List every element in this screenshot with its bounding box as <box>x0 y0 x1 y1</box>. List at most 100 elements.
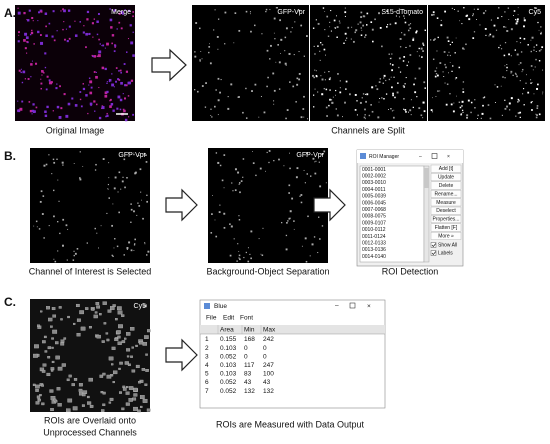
button[interactable] <box>430 173 462 181</box>
speckle <box>76 248 79 250</box>
speckle <box>383 74 386 77</box>
speckle <box>88 84 90 86</box>
roi-outline <box>49 389 54 393</box>
roi-outline <box>41 384 44 387</box>
speckle <box>79 151 81 153</box>
speckle <box>43 164 46 167</box>
roi-outline <box>52 314 57 318</box>
speckle <box>504 99 506 101</box>
table-cell: 83 <box>244 371 252 378</box>
roi-item[interactable]: 0012-0133 <box>362 241 386 247</box>
speckle <box>231 182 233 184</box>
roi-item[interactable]: 0005-0039 <box>362 194 386 200</box>
speckle <box>91 22 94 25</box>
minimize[interactable]: – <box>335 303 339 310</box>
speckle <box>53 258 55 260</box>
roi-item[interactable]: 0011-0124 <box>362 234 386 240</box>
speckle <box>117 191 119 193</box>
roi-item[interactable]: 0007-0068 <box>362 207 386 213</box>
speckle <box>388 78 391 81</box>
speckle <box>17 11 21 15</box>
speckle <box>205 82 207 84</box>
button-label[interactable]: Properties... <box>433 217 460 223</box>
roi-item[interactable]: 0008-0075 <box>362 214 386 220</box>
button[interactable] <box>430 231 462 240</box>
speckle <box>506 66 508 69</box>
roi-item[interactable]: 0004-0011 <box>362 187 386 193</box>
speckle <box>523 19 526 22</box>
button-label[interactable]: Deselect <box>436 208 456 214</box>
speckle <box>462 81 465 83</box>
speckle <box>335 94 336 96</box>
button[interactable] <box>430 223 462 232</box>
checkbox[interactable] <box>430 250 437 256</box>
roi-item[interactable]: 0014-0140 <box>362 254 386 260</box>
button[interactable] <box>430 198 462 207</box>
button[interactable] <box>430 206 462 215</box>
speckle <box>324 29 326 31</box>
speckle <box>319 238 321 240</box>
speckle <box>134 171 137 174</box>
speckle <box>281 221 283 224</box>
speckle <box>142 217 144 220</box>
maximize[interactable] <box>431 153 438 159</box>
micrograph <box>30 299 150 412</box>
check-mark <box>431 243 437 247</box>
button-label[interactable]: Add [t] <box>439 166 454 172</box>
speckle <box>293 54 295 56</box>
minimize[interactable]: – <box>419 153 422 159</box>
speckle <box>266 151 268 154</box>
table-cell: 0 <box>263 345 267 352</box>
speckle <box>450 103 453 106</box>
button-label[interactable]: Flatten [F] <box>435 225 458 231</box>
button[interactable] <box>430 164 462 173</box>
speckle <box>252 162 255 165</box>
button[interactable] <box>430 181 462 190</box>
speckle <box>132 15 134 18</box>
roi-item[interactable]: 0001-0001 <box>362 167 386 173</box>
button-label[interactable]: Delete <box>439 183 454 189</box>
speckle <box>403 86 406 88</box>
button[interactable] <box>430 189 462 198</box>
speckle <box>119 108 122 111</box>
roi-outline <box>141 368 146 371</box>
speckle <box>468 18 471 21</box>
button-label[interactable]: Measure <box>436 200 456 206</box>
speckle <box>361 97 363 99</box>
maximize[interactable] <box>349 302 356 309</box>
close[interactable]: × <box>367 303 371 310</box>
menu-item[interactable]: Font <box>240 315 253 322</box>
roi-item[interactable]: 0013-0136 <box>362 247 386 253</box>
speckle <box>117 78 120 81</box>
speckle <box>251 90 253 92</box>
roi-item[interactable]: 0009-0107 <box>362 220 386 226</box>
speckle <box>217 18 220 20</box>
speckle <box>393 109 395 111</box>
button-label[interactable]: Rename... <box>434 191 457 197</box>
speckle <box>477 118 478 119</box>
speckle <box>250 30 252 33</box>
roi-item[interactable]: 0010-0112 <box>362 227 386 233</box>
speckle <box>288 217 291 220</box>
button-label[interactable]: Update <box>438 175 454 181</box>
roi-item[interactable]: 0006-0045 <box>362 200 386 206</box>
speckle <box>379 97 381 99</box>
roi-item[interactable]: 0003-0010 <box>362 180 386 186</box>
button-label[interactable]: More » <box>438 233 454 239</box>
checkbox[interactable] <box>430 242 437 248</box>
menu-item[interactable]: Edit <box>223 315 234 322</box>
speckle <box>238 215 240 217</box>
checkbox-label: Labels <box>438 250 453 256</box>
speckle <box>278 61 281 64</box>
speckle <box>506 70 508 72</box>
speckle <box>383 97 385 100</box>
speckle <box>72 259 75 261</box>
speckle <box>294 21 296 23</box>
roi-item[interactable]: 0002-0002 <box>362 174 386 180</box>
speckle <box>436 50 438 52</box>
button[interactable] <box>430 215 462 223</box>
menu-item[interactable]: File <box>206 315 217 322</box>
roi-outline <box>63 337 67 340</box>
close[interactable]: × <box>447 154 450 160</box>
